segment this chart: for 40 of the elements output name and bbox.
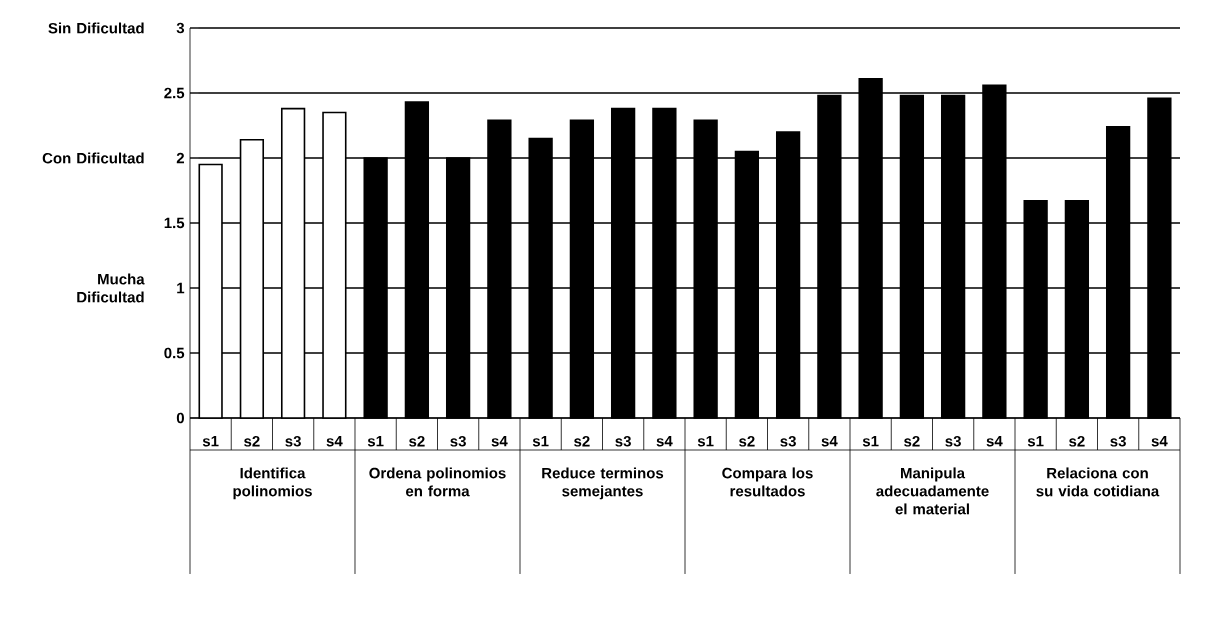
y-tick-label: 3: [176, 22, 185, 34]
x-tick-label: s4: [656, 435, 673, 447]
y-tick-label: 0: [176, 412, 184, 424]
x-tick-label: s3: [285, 435, 301, 447]
x-tick-label: s2: [244, 435, 260, 447]
x-tick-label: s1: [862, 435, 879, 447]
x-tick-label: s4: [326, 435, 343, 447]
text: Relaciona con su vida cotidiana: [1036, 467, 1160, 497]
x-tick-label: s1: [697, 435, 714, 447]
x-tick-label: s4: [1151, 435, 1168, 447]
x-tick-label: s1: [532, 435, 549, 447]
x-tick-label: s3: [615, 435, 631, 447]
x-tick-label: s2: [1069, 435, 1085, 447]
y-tick-label: 1: [177, 282, 185, 294]
x-tick-label: s1: [1027, 435, 1044, 447]
text: Reduce terminos semejantes: [542, 467, 664, 500]
x-tick-label: s2: [574, 435, 590, 447]
x-tick-label: s3: [780, 435, 796, 447]
x-tick-label: s1: [367, 435, 384, 447]
x-tick-label: s3: [450, 435, 466, 447]
text: Sin Dificultad: [48, 22, 144, 34]
x-tick-label: s2: [739, 435, 755, 447]
text: Manipula adecuadamente el material: [876, 467, 989, 515]
x-tick-label: s2: [904, 435, 920, 447]
y-tick-label: 0.5: [164, 347, 185, 359]
x-tick-label: s4: [491, 435, 508, 447]
x-tick-label: s3: [1110, 435, 1126, 447]
text: Mucha Dificultad: [77, 273, 145, 303]
text: Ordena polinomios en forma: [369, 467, 506, 497]
y-tick-label: 2.5: [164, 87, 185, 99]
y-tick-label: 2: [176, 152, 185, 164]
x-tick-label: s3: [945, 435, 961, 447]
y-tick-label: 1.5: [164, 217, 185, 229]
text: Identifica polinomios: [233, 467, 312, 500]
text: Con Dificultad: [42, 152, 144, 164]
text: Compara los resultados: [722, 467, 813, 497]
x-tick-label: s4: [821, 435, 838, 447]
x-tick-label: s1: [202, 435, 219, 447]
x-tick-label: s4: [986, 435, 1003, 447]
x-tick-label: s2: [409, 435, 425, 447]
